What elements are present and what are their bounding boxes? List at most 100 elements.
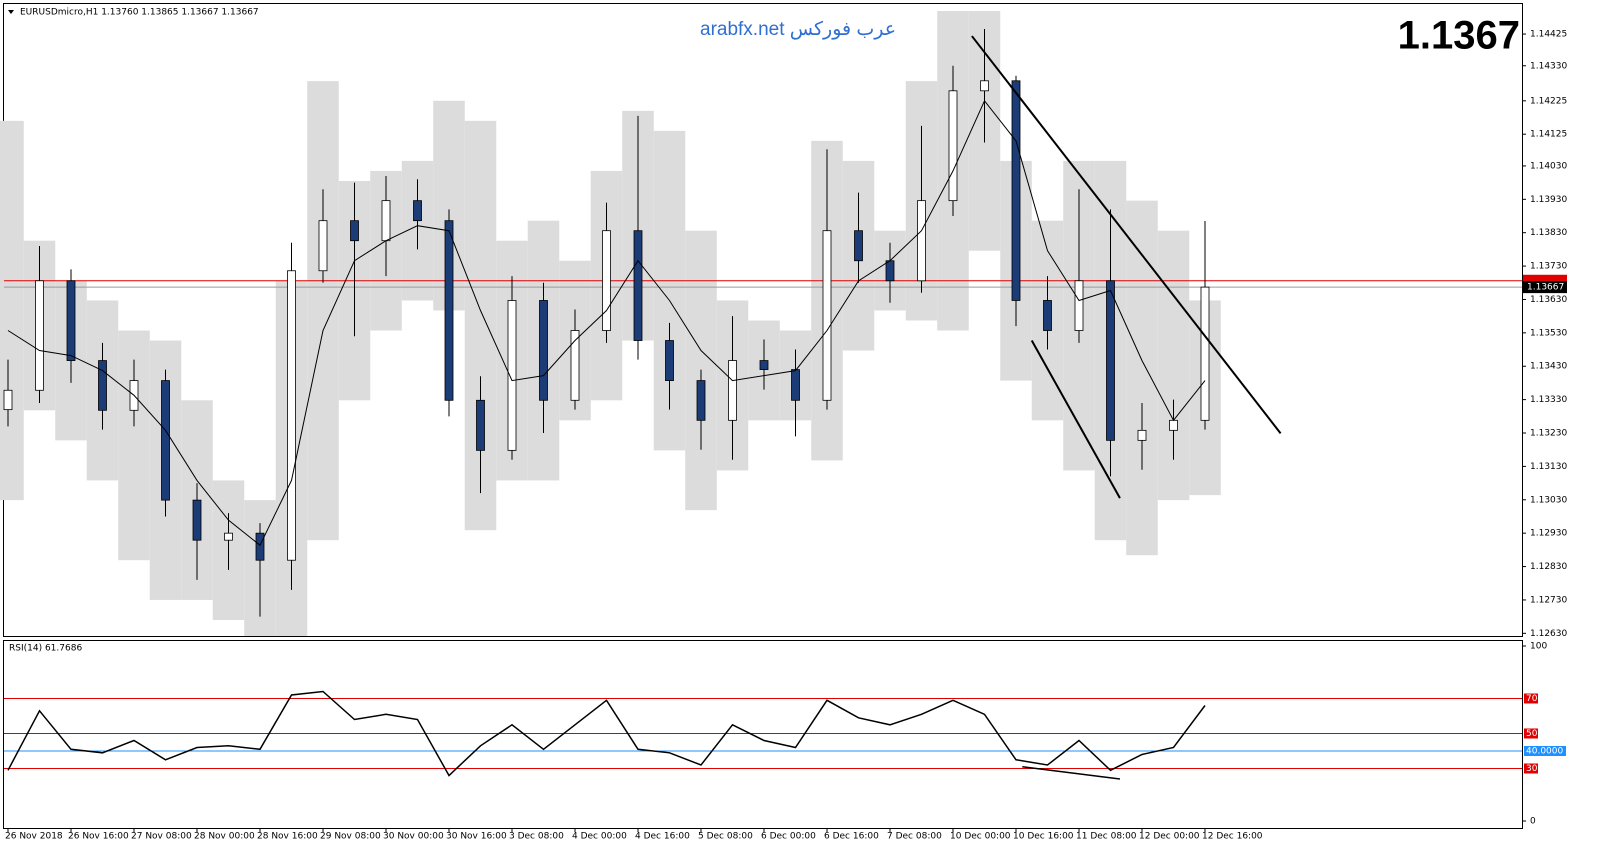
candle-body [791, 369, 800, 401]
candle-body [98, 360, 107, 411]
candle-body [1106, 280, 1115, 441]
candle-body [696, 380, 706, 421]
band-block [1126, 200, 1158, 556]
candle-body [192, 499, 202, 541]
candle-body [444, 220, 454, 401]
candle-body [948, 90, 958, 202]
bid-label: 1.13667 [1527, 283, 1564, 293]
x-tick-label: 4 Dec 00:00 [572, 832, 627, 842]
x-tick-label: 12 Dec 16:00 [1202, 832, 1263, 842]
x-tick-label: 30 Nov 00:00 [383, 832, 444, 842]
y-tick-label: 1.13030 [1530, 495, 1567, 505]
y-tick-label: 100 [1530, 642, 1547, 652]
y-tick-label: 1.13830 [1530, 228, 1567, 238]
rsi-panel [3, 640, 1523, 829]
x-tick-label: 30 Nov 16:00 [446, 832, 507, 842]
rsi-layer [4, 690, 1522, 780]
y-tick-label: 1.13730 [1530, 262, 1567, 272]
level-label: 50 [1526, 729, 1538, 739]
y-tick-label: 1.14125 [1530, 130, 1567, 140]
level-label-box [1524, 763, 1538, 774]
candle-body [759, 360, 769, 370]
rsi-line [7, 690, 1206, 777]
candle-body [224, 532, 233, 541]
bid-label-box [1523, 281, 1567, 294]
y-tick-label: 1.13130 [1530, 462, 1567, 472]
level-label: 40.0000 [1526, 747, 1563, 757]
y-tick-label: 1.13930 [1530, 195, 1567, 205]
watermark: arabfx.net عرب فوركس [700, 19, 896, 40]
y-tick-label: 1.13330 [1530, 395, 1567, 405]
band-block [307, 81, 339, 541]
x-tick-label: 4 Dec 16:00 [635, 832, 690, 842]
x-tick-label: 28 Nov 00:00 [194, 832, 255, 842]
x-tick-label: 10 Dec 16:00 [1013, 832, 1074, 842]
candle-body [1011, 80, 1021, 301]
x-tick-label: 10 Dec 00:00 [950, 832, 1011, 842]
y-tick-label: 1.12930 [1530, 529, 1567, 539]
level-label: 30 [1526, 764, 1538, 774]
level-label-box [1524, 746, 1566, 756]
x-tick-label: 5 Dec 08:00 [698, 832, 753, 842]
candle-body [507, 300, 517, 451]
candle-body [570, 330, 580, 401]
candle-body [350, 220, 359, 242]
y-tick-label: 1.13430 [1530, 362, 1567, 372]
x-tick-label: 6 Dec 16:00 [824, 832, 879, 842]
trendline [1022, 766, 1121, 780]
candle-body [917, 200, 926, 282]
x-tick-label: 6 Dec 00:00 [761, 832, 816, 842]
candle-body [476, 399, 485, 451]
x-tick-label: 7 Dec 08:00 [887, 832, 942, 842]
candle-body [287, 270, 296, 561]
level-label-box [1524, 693, 1538, 704]
x-tick-label: 26 Nov 16:00 [68, 832, 129, 842]
candle-body [822, 230, 832, 401]
x-tick-label: 3 Dec 08:00 [509, 832, 564, 842]
candle-body [161, 380, 170, 501]
y-tick-label: 1.14330 [1530, 61, 1567, 71]
candle-body [3, 389, 13, 411]
big-price: 1.1367 [1398, 14, 1520, 58]
y-tick-label: 1.14425 [1530, 30, 1567, 40]
y-tick-label: 1.14225 [1530, 96, 1567, 106]
candle-body [1137, 429, 1147, 441]
candle-body [728, 360, 737, 421]
x-tick-label: 29 Nov 08:00 [320, 832, 381, 842]
x-tick-label: 27 Nov 08:00 [131, 832, 192, 842]
y-tick-label: 0 [1530, 817, 1536, 827]
y-tick-label: 1.12630 [1530, 629, 1567, 639]
candle-body [255, 532, 265, 561]
candle-body [539, 300, 548, 401]
level-label-box [1524, 728, 1538, 739]
candle-body [980, 80, 989, 92]
trendline [971, 35, 1282, 434]
ask-label-box [1523, 274, 1567, 282]
band-block [0, 120, 24, 501]
y-tick-label: 1.13530 [1530, 328, 1567, 338]
x-tick-label: 12 Dec 00:00 [1139, 832, 1200, 842]
candle-body [854, 230, 863, 262]
x-tick-label: 26 Nov 2018 [5, 832, 63, 842]
candle-body [1200, 286, 1210, 421]
x-tick-label: 28 Nov 16:00 [257, 832, 318, 842]
moving-average [7, 99, 1206, 546]
candle-body [413, 200, 422, 222]
rsi-title: RSI(14) 61.7686 [9, 644, 82, 654]
trendline [1030, 340, 1121, 499]
candle-body [885, 260, 895, 282]
level-label: 70 [1526, 694, 1538, 704]
candle-body [318, 220, 328, 272]
candle-body [633, 230, 643, 341]
y-tick-label: 1.12830 [1530, 562, 1567, 572]
y-tick-label: 1.13230 [1530, 429, 1567, 439]
candle-body [1074, 280, 1084, 331]
candle-body [35, 280, 44, 391]
candle-body [665, 340, 674, 381]
candle-body [66, 280, 76, 361]
y-tick-label: 1.14030 [1530, 161, 1567, 171]
x-tick-label: 11 Dec 08:00 [1076, 832, 1137, 842]
menu-arrow [8, 10, 14, 14]
